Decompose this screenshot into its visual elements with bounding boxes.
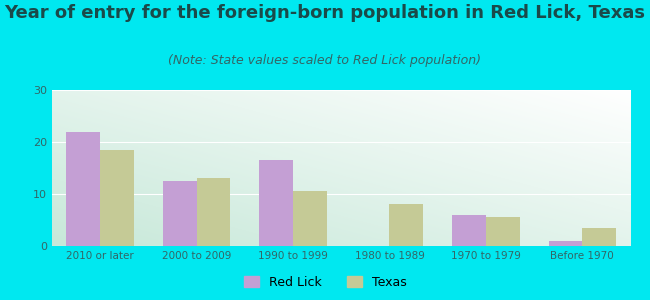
Text: (Note: State values scaled to Red Lick population): (Note: State values scaled to Red Lick p… xyxy=(168,54,482,67)
Bar xyxy=(452,215,486,246)
Bar xyxy=(196,178,230,246)
Bar xyxy=(389,204,423,246)
Bar xyxy=(100,150,134,246)
Bar xyxy=(549,241,582,246)
Bar xyxy=(582,228,616,246)
Text: Year of entry for the foreign-born population in Red Lick, Texas: Year of entry for the foreign-born popul… xyxy=(5,4,645,22)
Bar xyxy=(259,160,293,246)
Legend: Red Lick, Texas: Red Lick, Texas xyxy=(239,271,411,294)
Bar xyxy=(66,132,100,246)
Bar xyxy=(163,181,196,246)
Bar xyxy=(293,191,327,246)
Bar xyxy=(486,218,519,246)
